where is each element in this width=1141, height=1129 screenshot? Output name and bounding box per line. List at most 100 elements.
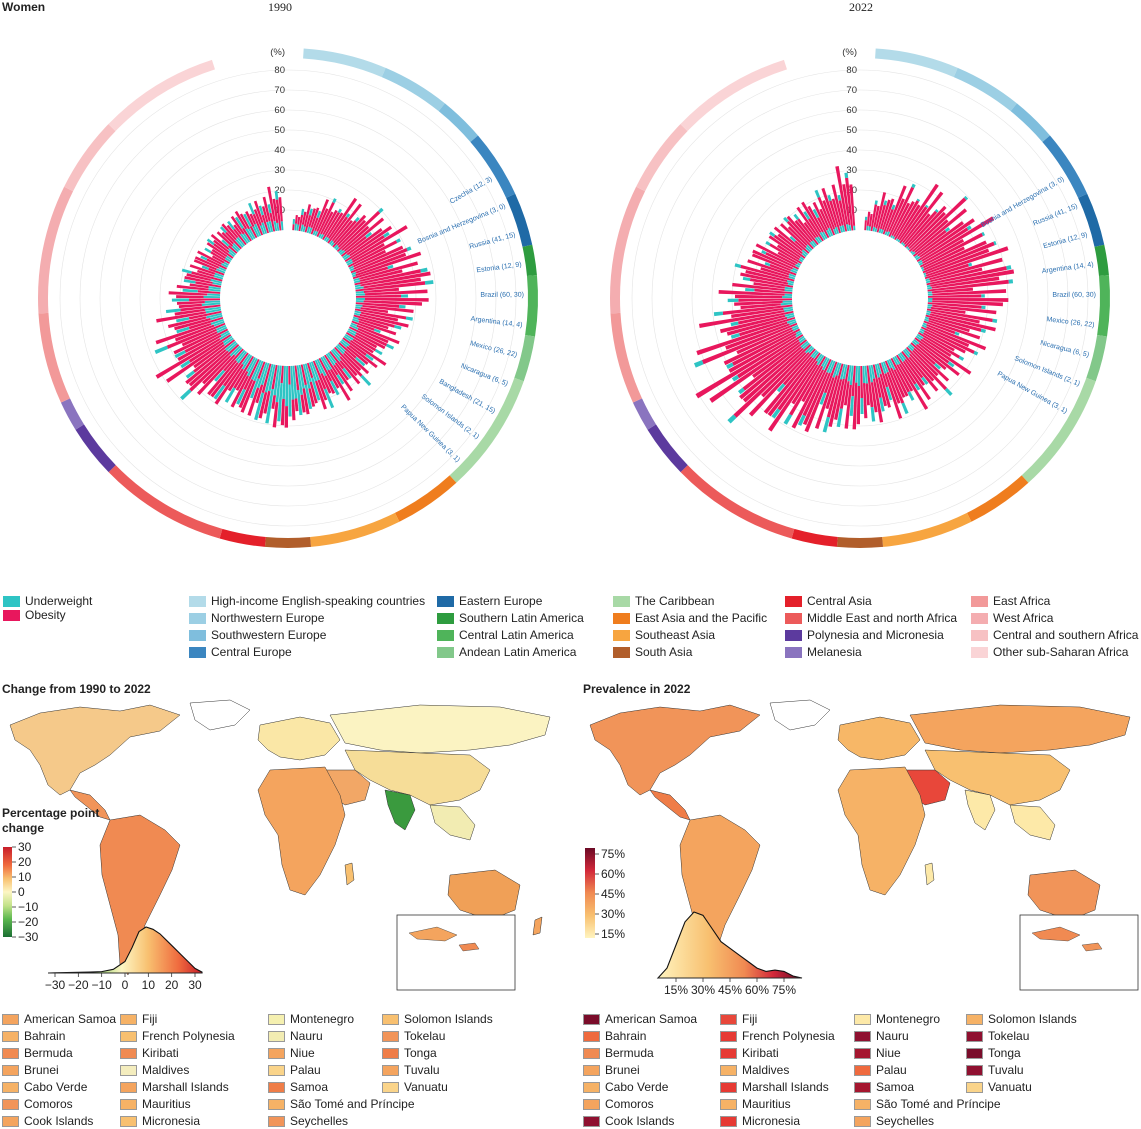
- country-label: Czechia (12, 3): [449, 176, 494, 206]
- bar-underweight: [339, 250, 346, 256]
- bar-obesity: [261, 363, 272, 394]
- bar-underweight: [348, 328, 357, 335]
- bar-obesity: [927, 279, 1009, 292]
- bar-obesity: [902, 191, 944, 244]
- radial-tick-label: 80: [274, 65, 285, 76]
- bar-obesity: [166, 322, 226, 349]
- bar-underweight: [726, 362, 734, 370]
- country-label: Estonia (12, 9): [1043, 232, 1089, 251]
- bar-obesity: [826, 363, 844, 418]
- bar-obesity: [191, 271, 223, 282]
- radial-gridlines: [59, 69, 517, 527]
- bar-underweight: [809, 241, 816, 248]
- country-swatch: [120, 1013, 137, 1025]
- bar-obesity: [760, 267, 790, 278]
- bar-obesity: [842, 184, 851, 226]
- bar-underweight: [730, 321, 739, 327]
- country-label: American Samoa: [24, 1012, 117, 1026]
- bar-obesity: [923, 320, 956, 335]
- legend-swatch: [971, 646, 988, 658]
- bar-obesity: [912, 349, 939, 377]
- country-legend-item: Comoros: [583, 1097, 654, 1111]
- bar-underweight: [925, 278, 930, 282]
- country-legend-item: Cook Islands: [583, 1114, 674, 1128]
- bar-underweight: [273, 365, 280, 396]
- country-label: Marshall Islands: [142, 1080, 229, 1094]
- bar-obesity: [872, 364, 882, 398]
- scale-tick-label: −30: [18, 930, 39, 944]
- bar-obesity: [210, 233, 230, 250]
- bar-underweight: [892, 236, 895, 239]
- year-label-1990: 1990: [268, 0, 292, 14]
- bar-underweight: [296, 224, 300, 231]
- country-label: French Polynesia: [742, 1029, 835, 1043]
- bar-obesity: [354, 269, 422, 286]
- country-label: Micronesia: [142, 1114, 201, 1128]
- bar-underweight: [916, 198, 921, 202]
- bar-underweight: [227, 342, 238, 353]
- bar-underweight: [355, 356, 366, 367]
- bar-obesity: [189, 283, 209, 289]
- bar-obesity: [925, 246, 1009, 277]
- bar-obesity: [926, 308, 993, 323]
- radial-tick-label: 50: [846, 125, 857, 136]
- bar-underweight: [918, 262, 924, 266]
- bar-underweight: [915, 335, 922, 341]
- bar-underweight: [901, 241, 904, 245]
- country-label: Solomon Islands: [988, 1012, 1077, 1026]
- bar-obesity: [812, 201, 829, 231]
- bar-obesity: [928, 317, 970, 333]
- radial-tick-label: 30: [846, 165, 857, 176]
- legend-item-region: Andean Latin America: [437, 645, 576, 659]
- bar-obesity: [357, 327, 389, 344]
- bar-obesity: [351, 225, 408, 261]
- bar-underweight: [206, 312, 223, 319]
- bar-underweight: [922, 322, 927, 326]
- bar-obesity: [351, 320, 375, 331]
- bar-underweight: [866, 225, 869, 231]
- bar-underweight: [814, 237, 821, 244]
- bar-underweight: [216, 268, 226, 274]
- bar-obesity: [924, 263, 970, 280]
- bar-underweight: [174, 350, 186, 359]
- bar-obesity: [227, 245, 238, 254]
- bar-obesity: [831, 198, 842, 227]
- legend-label: Other sub-Saharan Africa: [993, 645, 1129, 659]
- bar-underweight: [841, 225, 846, 233]
- bar-obesity: [802, 359, 832, 417]
- bar-underweight: [828, 360, 836, 374]
- country-label: Montenegro: [290, 1012, 355, 1026]
- country-legend-item: Tuvalu: [382, 1063, 440, 1077]
- legend-label: Polynesia and Micronesia: [807, 628, 944, 642]
- bar-underweight: [947, 361, 955, 368]
- bar-obesity: [865, 383, 870, 406]
- bar-underweight: [812, 351, 820, 359]
- bar-obesity: [272, 198, 279, 224]
- bar-underweight: [176, 326, 190, 334]
- bar-underweight: [849, 396, 854, 417]
- legend-label: Underweight: [25, 594, 93, 608]
- bar-underweight: [223, 261, 229, 266]
- country-legend-item: American Samoa: [2, 1012, 116, 1026]
- bar-underweight: [880, 229, 884, 234]
- legend-item-obesity: Obesity: [3, 608, 66, 622]
- x-tick-label: −20: [68, 978, 89, 992]
- bar-underweight: [273, 221, 278, 232]
- bar-obesity: [301, 211, 307, 225]
- bar-obesity: [257, 361, 266, 379]
- country-label: Niue: [290, 1046, 315, 1060]
- bar-underweight: [236, 236, 246, 247]
- bar-obesity: [851, 365, 856, 397]
- bar-underweight: [925, 204, 929, 208]
- country-label: Vanuatu: [404, 1080, 448, 1094]
- region-europe: [257, 716, 341, 761]
- country-swatch: [120, 1098, 137, 1110]
- bar-underweight: [218, 266, 227, 272]
- bar-underweight: [330, 349, 342, 362]
- color-scale-prevalence: 75% 60% 45% 30% 15%: [585, 847, 625, 941]
- density-curve: [656, 911, 803, 979]
- legend-swatch: [785, 646, 802, 658]
- country-labels: Bosnia and Herzegovina (3, 0)Russia (41,…: [980, 176, 1096, 415]
- bar-underweight: [914, 383, 921, 391]
- region-arc: [264, 536, 312, 548]
